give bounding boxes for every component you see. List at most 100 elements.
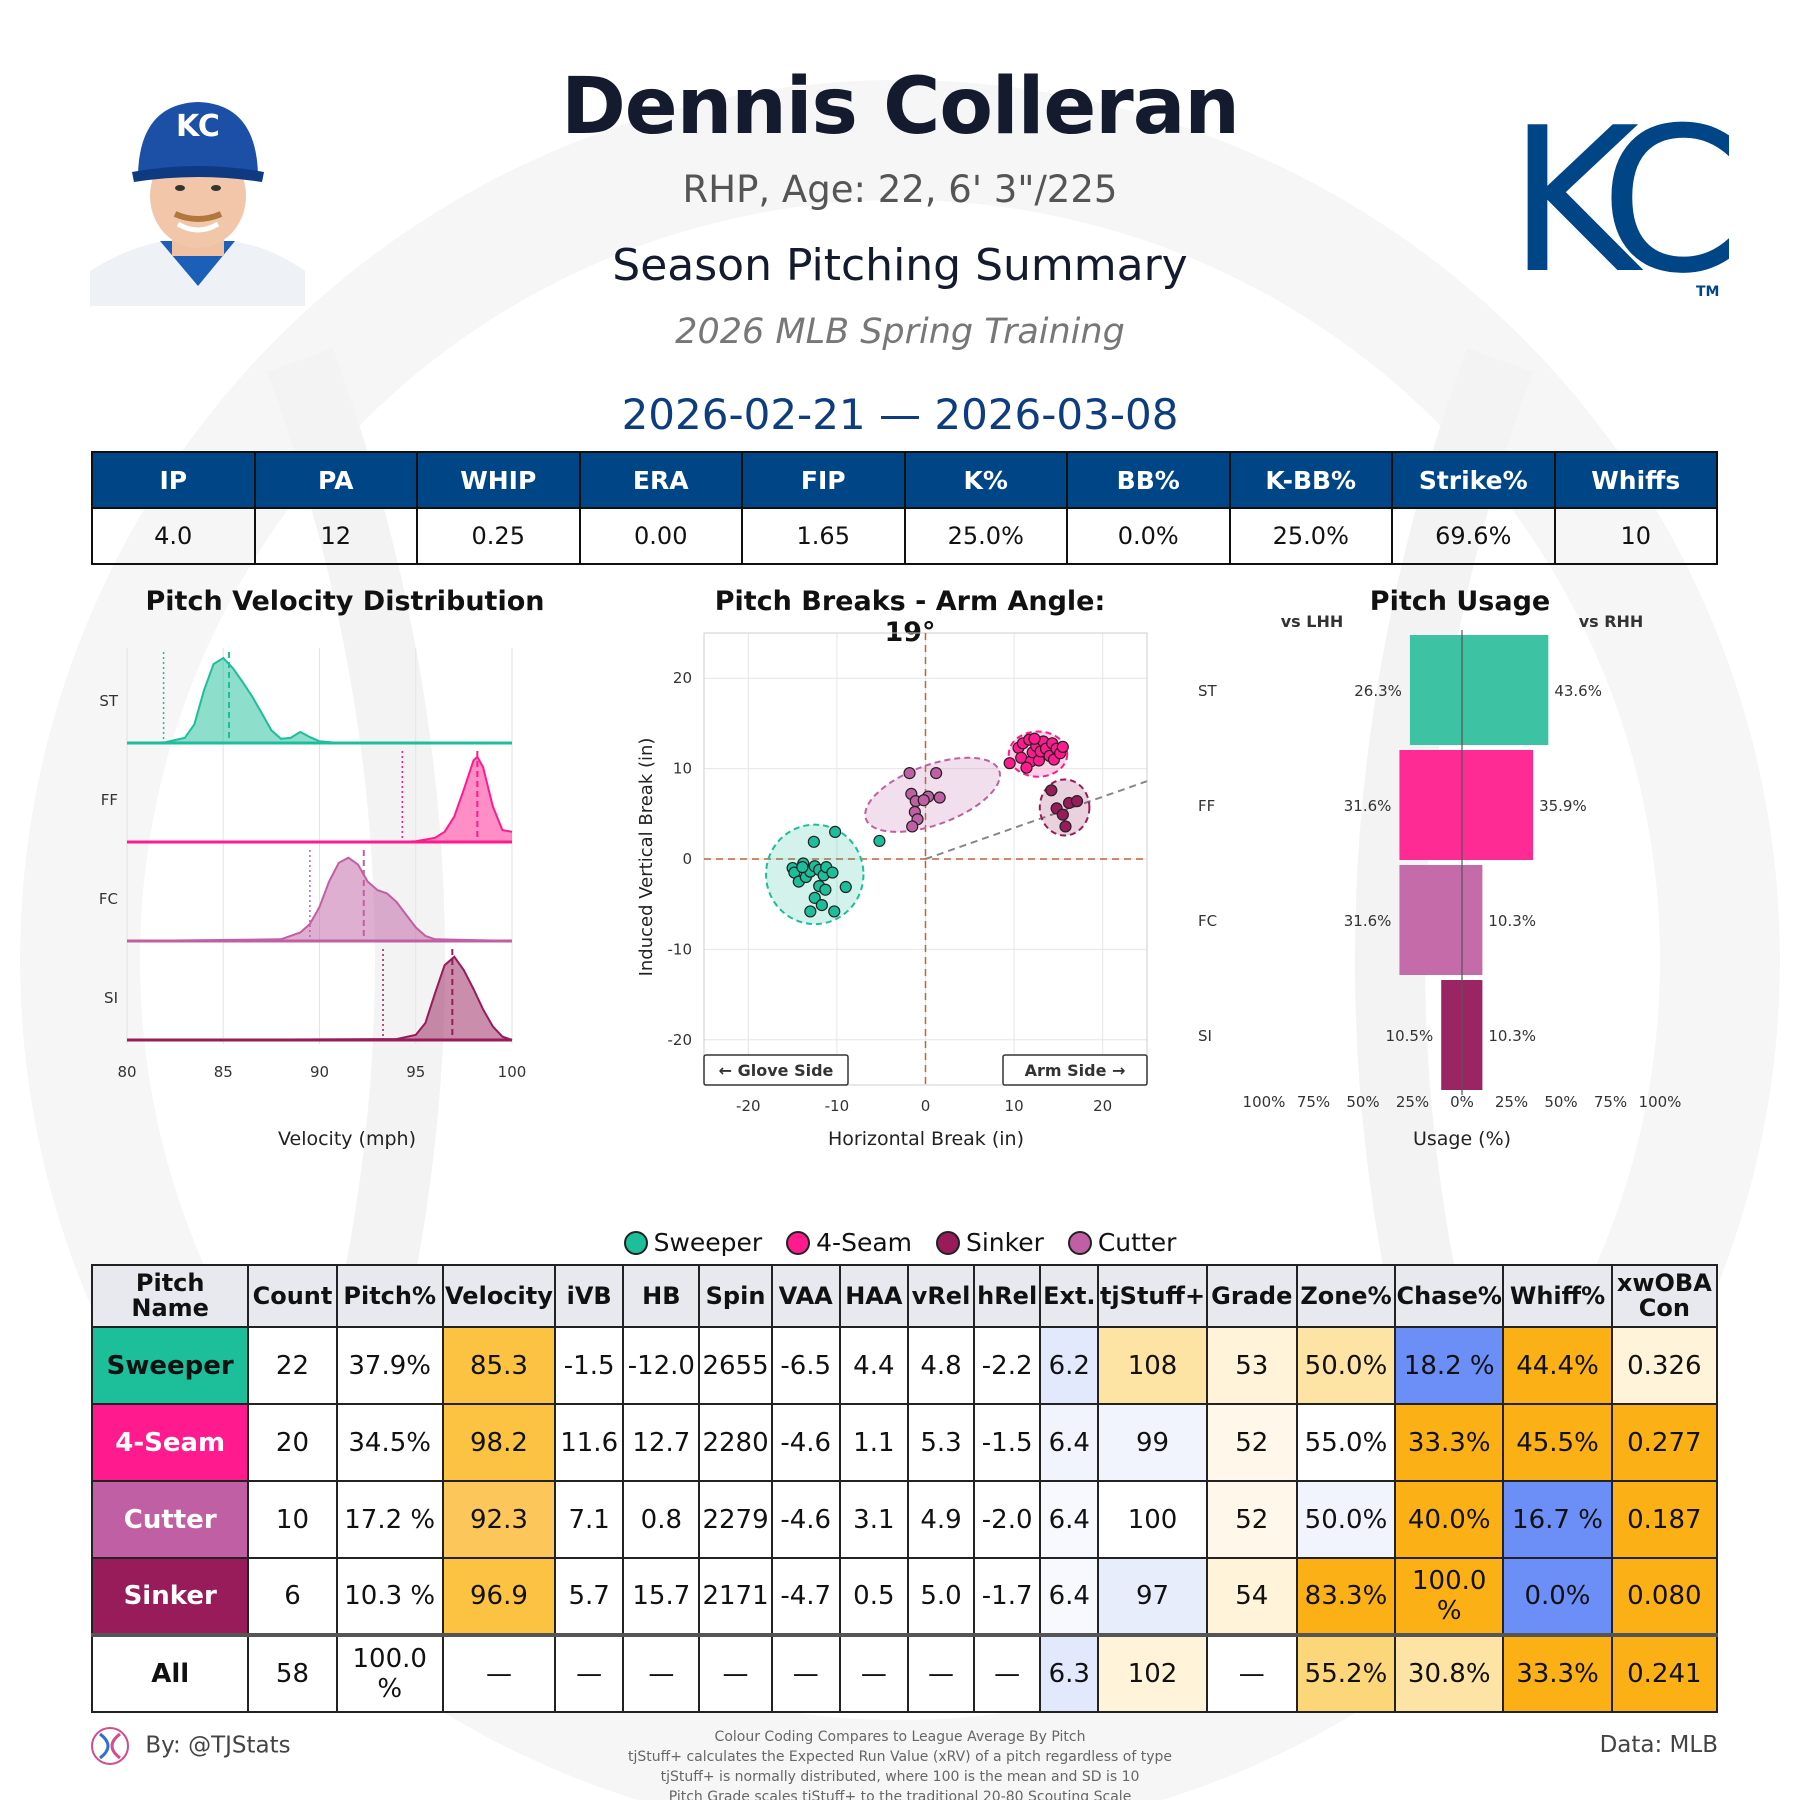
pitch-table-cell: 6.2 xyxy=(1039,1326,1100,1405)
pitch-table-header: Zone% xyxy=(1295,1264,1397,1328)
usage-bar-lhh xyxy=(1409,635,1462,745)
pitch-table-cell: 2655 xyxy=(698,1326,773,1405)
glove-side-box: ← Glove Side xyxy=(703,1054,849,1086)
footer-note: Pitch Grade scales tjStuff+ to the tradi… xyxy=(668,1789,1132,1800)
author-credit: By: @TJStats xyxy=(90,1726,291,1766)
pitch-table-cell: 55.2% xyxy=(1295,1633,1397,1713)
pitch-table-row: 4-Seam 20 34.5% 98.2 11.6 12.7 2280 -4.6 1.1 5.3-… xyxy=(90,1403,1719,1482)
pitch-table-header: hRel xyxy=(973,1264,1042,1328)
break-point-sweeper xyxy=(828,905,841,918)
break-point-sweeper xyxy=(839,880,852,894)
velocity-distribution-chart: 80 85 90 95 100 ST FF FC SI Velocity (mph) xyxy=(99,648,526,1150)
pitch-table-cell: 58 xyxy=(247,1633,338,1713)
usage-tick-label: 25% xyxy=(1495,1093,1528,1111)
pitch-table-header: Pitch% xyxy=(335,1264,444,1328)
stat-value: 25.0% xyxy=(1228,507,1393,565)
stat-value: 12 xyxy=(253,507,418,565)
pitch-table-cell: 2279 xyxy=(698,1480,773,1559)
usage-value-rhh: 43.6% xyxy=(1554,682,1602,700)
stat-header: K-BB% xyxy=(1228,451,1393,509)
pitch-name-cell: Sinker xyxy=(90,1557,250,1636)
pitch-table-cell: 83.3% xyxy=(1295,1557,1397,1636)
usage-tick-label: 100% xyxy=(1243,1093,1286,1111)
pitch-table-cell: 2280 xyxy=(698,1403,773,1482)
velocity-density-area-ff xyxy=(127,757,512,842)
legend-item-sinker: Sinker xyxy=(935,1228,1044,1257)
pitch-table-cell: -12.0 xyxy=(622,1326,701,1405)
pitch-table-cell: 0.187 xyxy=(1610,1480,1719,1559)
pitch-table-cell: — xyxy=(770,1633,841,1713)
stat-value: 4.0 xyxy=(91,507,256,565)
velocity-density-area-fc xyxy=(127,857,512,941)
report-title: Season Pitching Summary xyxy=(612,240,1188,291)
break-xtick-label: 10 xyxy=(1005,1097,1024,1115)
velocity-tick-label: 80 xyxy=(117,1063,136,1081)
pitch-table-cell: 98.2 xyxy=(441,1403,557,1482)
pitch-table-cell: 0.8 xyxy=(622,1480,701,1559)
pitch-table-cell: — xyxy=(622,1633,701,1713)
pitch-table-cell: 52 xyxy=(1205,1480,1298,1559)
stat-header: Strike% xyxy=(1391,451,1556,509)
usage-tick-label: 50% xyxy=(1544,1093,1577,1111)
pitch-table-header: iVB xyxy=(554,1264,625,1328)
pitch-table-row: Sweeper 22 37.9% 85.3 -1.5 -12.0 2655 -6.5 4.4 4.… xyxy=(90,1326,1719,1405)
break-point-sweeper xyxy=(804,905,817,918)
pitch-table-cell: 53 xyxy=(1205,1326,1298,1405)
pitch-table-cell: 0.080 xyxy=(1610,1557,1719,1636)
pitch-table-cell: -6.5 xyxy=(770,1326,841,1405)
pitch-table-header: Spin xyxy=(698,1264,773,1328)
velocity-density-area-st xyxy=(127,658,512,743)
break-point-cutter xyxy=(906,820,919,833)
velocity-tick-label: 85 xyxy=(214,1063,233,1081)
pitch-table-cell: 102 xyxy=(1097,1633,1208,1713)
pitch-table-cell: 22 xyxy=(247,1326,338,1405)
pitch-table-cell: 33.3% xyxy=(1394,1403,1505,1482)
velocity-xlabel: Velocity (mph) xyxy=(278,1128,416,1150)
break-point-sweeper xyxy=(873,834,886,848)
pitch-table-cell: 18.2 % xyxy=(1394,1326,1505,1405)
pitch-table-total-row: All 58 100.0 % — — — — — — — —6.3 102—55.2% 30.8% 33.… xyxy=(90,1633,1719,1713)
pitch-table-cell: 96.9 xyxy=(441,1557,557,1636)
pitch-table-cell: — xyxy=(838,1633,909,1713)
pitch-table-cell: 6.4 xyxy=(1039,1557,1100,1636)
pitch-table-cell: 12.7 xyxy=(622,1403,701,1482)
pitch-table-header: Grade xyxy=(1205,1264,1298,1328)
break-point-cutter xyxy=(917,794,930,807)
break-xlabel: Horizontal Break (in) xyxy=(828,1128,1024,1150)
pitch-table-cell: 6 xyxy=(247,1557,338,1636)
usage-value-lhh: 31.6% xyxy=(1344,912,1392,930)
velocity-row-label: FC xyxy=(99,890,118,908)
usage-xlabel: Usage (%) xyxy=(1413,1128,1511,1150)
pitch-table-cell: 3.1 xyxy=(838,1480,909,1559)
velocity-row-label: SI xyxy=(104,989,118,1007)
usage-category-label: FF xyxy=(1198,797,1215,815)
season-stats-header-row: IP PA WHIP ERA FIP K% BB% K-BB% Strike% … xyxy=(91,451,1718,509)
velocity-density-area-si xyxy=(127,956,512,1040)
stat-value: 0.25 xyxy=(416,507,581,565)
break-point-sweeper xyxy=(826,866,839,879)
usage-bar-rhh xyxy=(1462,635,1549,745)
arm-side-label: Arm Side → xyxy=(1025,1061,1126,1080)
pitch-table-cell: 54 xyxy=(1205,1557,1298,1636)
pitch-table-cell: 15.7 xyxy=(622,1557,701,1636)
pitch-table-cell: 6.4 xyxy=(1039,1403,1100,1482)
pitch-break-chart: -20 -10 0 10 20 20 10 0 -10 -20 Horizontal Break … xyxy=(636,632,1148,1150)
break-point-sweeper xyxy=(808,891,821,904)
pitch-table-cell: 99 xyxy=(1097,1403,1208,1482)
pitch-table-cell: 16.7 % xyxy=(1502,1480,1613,1559)
legend-label: Sweeper xyxy=(653,1228,763,1257)
pitch-table-cell: 11.6 xyxy=(554,1403,625,1482)
stat-header: K% xyxy=(903,451,1068,509)
pitch-table-cell: 0.326 xyxy=(1610,1326,1719,1405)
break-point-sweeper xyxy=(829,825,842,838)
pitch-table-cell: 0.0% xyxy=(1502,1557,1613,1636)
date-range: 2026-02-21 — 2026-03-08 xyxy=(621,390,1179,439)
pitch-table-cell: 5.3 xyxy=(906,1403,976,1482)
pitch-table-cell: 0.277 xyxy=(1610,1403,1719,1482)
cap-logo: KC xyxy=(176,109,220,144)
usage-rhh-label: vs RHH xyxy=(1579,612,1644,631)
legend-item-cutter: Cutter xyxy=(1067,1228,1176,1257)
pitch-name-cell: All xyxy=(90,1633,250,1713)
report-subtitle: 2026 MLB Spring Training xyxy=(675,312,1125,352)
usage-lhh-label: vs LHH xyxy=(1281,612,1344,631)
